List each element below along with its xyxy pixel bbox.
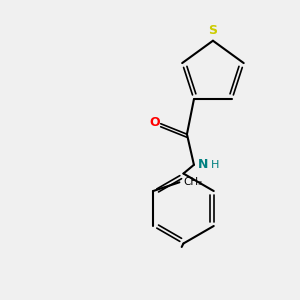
Text: H: H [211, 160, 219, 170]
Text: O: O [149, 116, 160, 129]
Text: N: N [198, 158, 209, 171]
Text: CH₃: CH₃ [183, 177, 202, 187]
Text: S: S [208, 24, 217, 37]
